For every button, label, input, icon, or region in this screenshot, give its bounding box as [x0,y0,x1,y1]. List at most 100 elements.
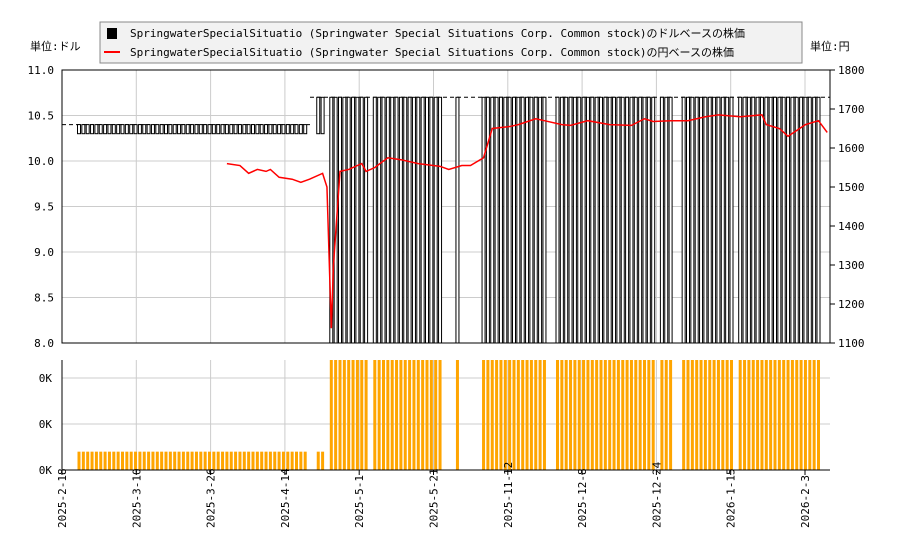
usd-candle [694,96,699,344]
volume-bar [525,360,529,470]
usd-candle [568,96,573,344]
volume-bar [629,360,633,470]
volume-bar [695,360,699,470]
legend-swatch-usd [107,28,117,39]
volume-bar [786,360,790,470]
volume-bar [730,360,733,470]
usd-candle [120,124,125,135]
volume-bar [286,451,290,470]
left-unit-label: 単位:ドル [30,39,81,53]
usd-candle [407,96,412,344]
volume-tick-label: 0K [39,418,53,431]
y-tick-label-left: 9.0 [34,246,54,259]
usd-candle [224,124,229,135]
usd-candle [355,96,360,344]
volume-bar [408,360,412,470]
usd-candle [725,96,730,344]
volume-bar [703,360,707,470]
usd-candle [777,96,782,344]
volume-bar [90,451,94,470]
volume-bar [699,360,703,470]
usd-candle [729,96,734,344]
usd-candle [699,96,704,344]
volume-bar [690,360,694,470]
usd-candle [129,124,134,135]
usd-candle [403,96,408,344]
usd-candle [794,96,799,344]
volume-bar [486,360,490,470]
volume-bar [125,451,129,470]
y-tick-label-left: 8.5 [34,292,54,305]
usd-candle [542,96,547,344]
usd-candle [786,96,791,344]
volume-bar [582,360,586,470]
y-tick-label-left: 10.0 [28,155,55,168]
usd-candle [411,96,416,344]
usd-candle [237,124,242,135]
right-unit-label: 単位:円 [810,39,850,53]
volume-bar [121,451,124,470]
volume-bar [608,360,612,470]
volume-bar [151,451,155,470]
x-tick-label: 2025-5-21 [428,468,441,528]
y-tick-label-right: 1100 [838,337,865,350]
volume-bar [329,360,333,470]
volume-bar [260,451,264,470]
y-tick-label-right: 1600 [838,142,865,155]
volume-bar [94,451,98,470]
usd-candle [285,124,290,135]
usd-candle [342,96,347,344]
usd-candle [455,96,460,344]
volume-bar [455,360,459,470]
usd-candle [164,124,168,135]
usd-candle [303,124,308,135]
volume-bar [412,360,416,470]
volume-bar [795,360,799,470]
volume-bar [199,451,203,470]
usd-candle [90,124,95,135]
usd-candle [751,96,756,344]
usd-candle [277,124,282,135]
y-tick-label-right: 1700 [838,103,865,116]
volume-bar [399,360,403,470]
volume-bar [416,360,420,470]
volume-tick-label: 0K [39,372,53,385]
usd-candle [607,96,612,344]
x-tick-label: 2025-5-1 [353,475,366,528]
volume-bar [708,360,712,470]
usd-candle [585,96,590,344]
usd-candle [246,124,251,135]
y-tick-label-left: 11.0 [28,64,55,77]
price-plot-frame [61,69,831,344]
volume-bar [747,360,751,470]
usd-candle [520,96,525,344]
volume-bar [647,360,651,470]
volume-bar [160,451,164,470]
volume-bar [560,360,564,470]
usd-candle [686,96,690,344]
volume-bar [599,360,603,470]
usd-candle [581,96,586,344]
usd-candle [316,96,321,135]
volume-bar [321,451,325,470]
usd-candle [290,124,295,135]
y-tick-label-left: 8.0 [34,337,54,350]
usd-candle [659,96,664,344]
volume-bar [212,451,216,470]
volume-bar [773,360,777,470]
volume-bar [129,451,133,470]
usd-candle [351,96,356,344]
usd-candle [812,96,817,344]
volume-bar [712,360,716,470]
y-tick-label-right: 1800 [838,64,865,77]
volume-bar [512,360,516,470]
legend-label-jpy: SpringwaterSpecialSituatio (Springwater … [130,45,734,59]
volume-bar [164,451,168,470]
volume-bar [112,451,116,470]
volume-bar [682,360,686,470]
volume-bar [529,360,533,470]
usd-candle [612,96,617,344]
volume-bar [556,360,559,470]
volume-bar [603,360,607,470]
volume-bar [103,451,107,470]
